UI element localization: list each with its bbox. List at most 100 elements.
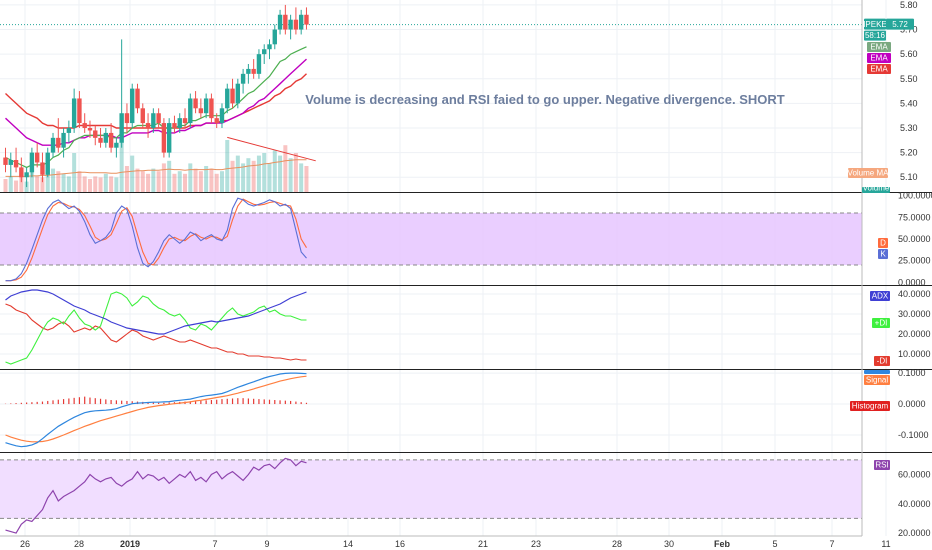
candle[interactable] xyxy=(156,108,161,128)
signal-legend[interactable]: Signal xyxy=(864,375,890,385)
candle[interactable] xyxy=(225,83,230,114)
candle[interactable] xyxy=(246,64,251,84)
rsi-tick-label: 20.0000 xyxy=(898,528,931,538)
candle[interactable] xyxy=(288,14,293,40)
candle[interactable] xyxy=(61,128,66,158)
price-axis[interactable]: 5.805.705.605.505.405.305.205.10IPEKE5.7… xyxy=(848,0,932,538)
volume-bar xyxy=(151,168,156,192)
candle[interactable] xyxy=(161,118,167,158)
plus-di-legend[interactable]: +DI xyxy=(872,318,890,328)
candle[interactable] xyxy=(251,59,256,79)
candle[interactable] xyxy=(13,147,19,173)
volume-trendline[interactable] xyxy=(227,136,316,162)
candle-body xyxy=(61,132,66,148)
candle[interactable] xyxy=(209,93,214,124)
candle[interactable] xyxy=(214,113,219,128)
chart-annotation[interactable]: Volume is decreasing and RSI faied to go… xyxy=(305,92,784,107)
volume-bar xyxy=(14,180,19,192)
candle[interactable] xyxy=(235,78,241,109)
volume-bar xyxy=(188,163,193,192)
stochastic-band xyxy=(0,212,862,266)
candle[interactable] xyxy=(182,108,188,128)
candle[interactable] xyxy=(45,147,50,178)
ema-mid-legend[interactable]: EMA xyxy=(867,53,891,63)
candle[interactable] xyxy=(114,137,119,158)
time-axis[interactable]: 26 28 2019 7 9 14 16 21 23 28 30 Feb 5 7 11 xyxy=(0,535,891,549)
ema-short-legend[interactable]: EMA xyxy=(867,42,891,52)
stochastic-k-legend[interactable]: K xyxy=(878,249,888,259)
candle[interactable] xyxy=(198,98,204,119)
candle[interactable] xyxy=(119,39,124,148)
candle[interactable] xyxy=(145,113,151,138)
candle[interactable] xyxy=(177,113,182,133)
candle[interactable] xyxy=(135,83,140,114)
candle[interactable] xyxy=(203,93,209,119)
candle[interactable] xyxy=(103,128,109,148)
volume-ma-legend[interactable]: Volume MA xyxy=(848,168,890,178)
histogram-legend[interactable]: Histogram xyxy=(850,401,890,411)
candle[interactable] xyxy=(188,93,193,128)
candle[interactable] xyxy=(230,78,235,109)
candle[interactable] xyxy=(108,123,114,153)
candle[interactable] xyxy=(166,118,172,158)
candle[interactable] xyxy=(219,103,225,128)
candle[interactable] xyxy=(98,128,103,148)
pane-separators[interactable] xyxy=(0,192,932,453)
price-pane[interactable] xyxy=(0,4,862,192)
minus-di-legend[interactable]: -DI xyxy=(874,356,890,366)
candle[interactable] xyxy=(71,88,77,133)
candle[interactable] xyxy=(40,152,45,183)
candle[interactable] xyxy=(50,132,56,158)
rsi-legend[interactable]: RSI xyxy=(874,460,890,470)
candle[interactable] xyxy=(34,142,40,168)
candle[interactable] xyxy=(82,113,87,133)
price-tick-label: 5.60 xyxy=(900,49,918,59)
candle[interactable] xyxy=(304,7,309,30)
candle[interactable] xyxy=(240,68,246,94)
adx-legend[interactable]: ADX xyxy=(870,291,890,301)
candle[interactable] xyxy=(66,120,72,143)
ema-long-legend[interactable]: EMA xyxy=(867,64,891,74)
candle[interactable] xyxy=(256,49,262,79)
candle[interactable] xyxy=(24,167,29,188)
candle[interactable] xyxy=(93,125,98,146)
macd-pane[interactable] xyxy=(4,372,308,448)
dmi-tick-label: 10.0000 xyxy=(898,349,931,359)
candle[interactable] xyxy=(77,91,82,128)
candle[interactable] xyxy=(130,83,135,128)
volume-ma-line xyxy=(5,159,307,177)
candle[interactable] xyxy=(87,120,93,138)
candle-body xyxy=(193,98,198,109)
candle[interactable] xyxy=(283,4,288,35)
candle[interactable] xyxy=(277,9,283,35)
candle[interactable] xyxy=(151,108,156,133)
volume-legend[interactable]: Volume xyxy=(862,184,890,194)
grid-lines xyxy=(0,0,887,536)
candle[interactable] xyxy=(19,157,24,183)
candle[interactable] xyxy=(56,118,61,153)
stochastic-pane[interactable] xyxy=(0,197,862,282)
candle[interactable] xyxy=(29,147,35,178)
candle[interactable] xyxy=(267,39,272,60)
volume-bar xyxy=(114,177,119,192)
candle-body xyxy=(177,118,182,128)
dmi-pane[interactable] xyxy=(5,289,307,365)
stochastic-d-legend[interactable]: D xyxy=(878,238,888,248)
candle[interactable] xyxy=(293,7,299,35)
candle[interactable] xyxy=(272,24,277,50)
macd-legend[interactable] xyxy=(864,370,890,374)
candle[interactable] xyxy=(124,103,130,133)
candle[interactable] xyxy=(3,147,8,173)
countdown-badge[interactable]: 58:16 xyxy=(864,30,886,41)
symbol-badge[interactable]: IPEKE xyxy=(863,18,887,30)
last-price-badge[interactable]: 5.72 xyxy=(886,18,914,30)
candle[interactable] xyxy=(172,115,177,133)
candle[interactable] xyxy=(8,152,13,178)
candle[interactable] xyxy=(193,91,198,114)
candle[interactable] xyxy=(140,103,145,128)
rsi-pane[interactable] xyxy=(0,457,862,534)
candle[interactable] xyxy=(262,44,267,64)
candle[interactable] xyxy=(298,9,304,35)
volume-bar xyxy=(124,166,129,192)
